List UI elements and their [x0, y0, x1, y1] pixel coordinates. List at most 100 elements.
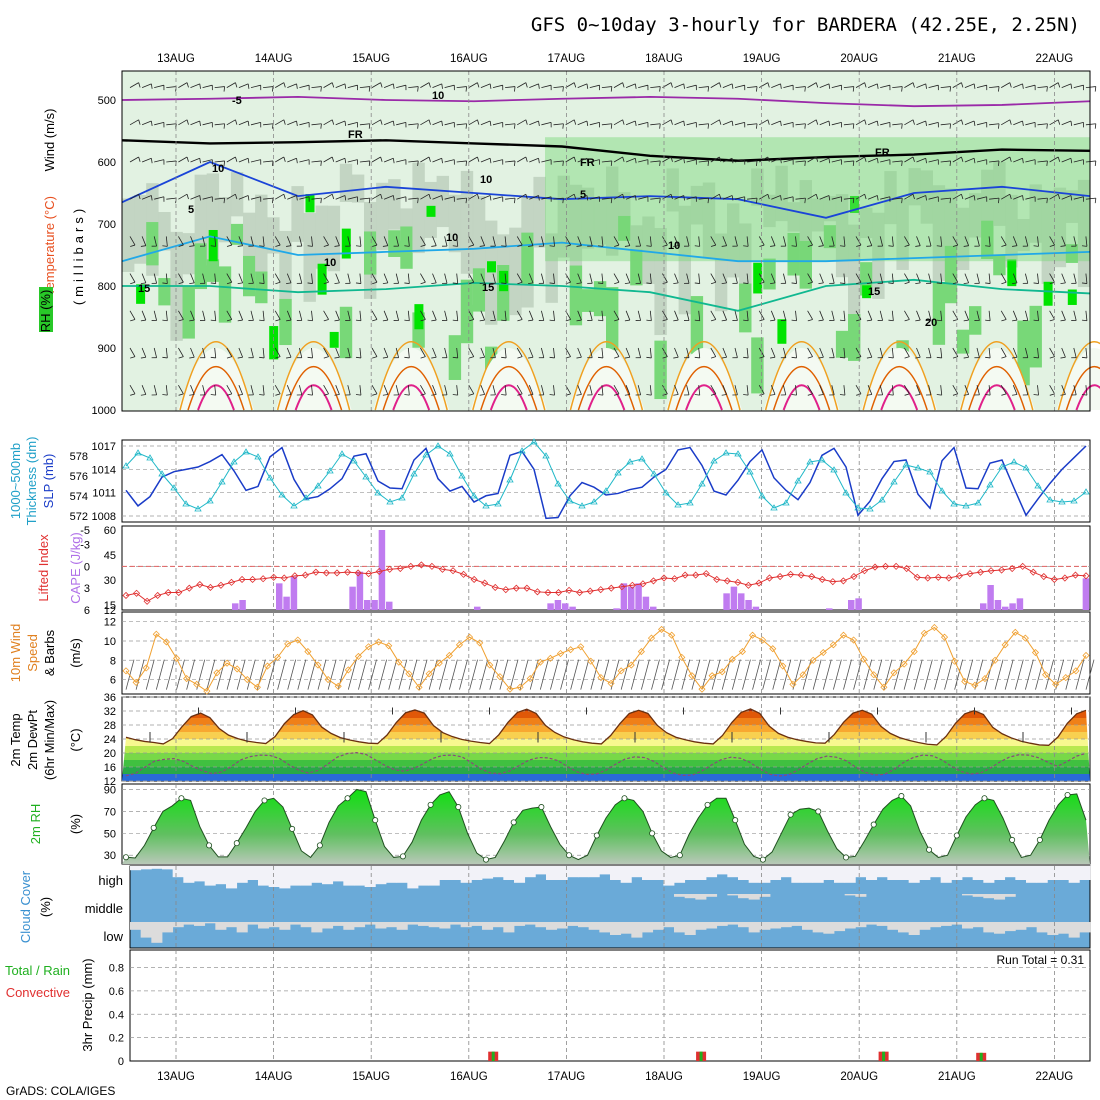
li-point [122, 591, 130, 600]
wind-barb [686, 273, 690, 284]
cloud-gap [962, 894, 974, 896]
wind10m-point [405, 670, 413, 678]
wind-barb [516, 310, 523, 320]
rh-point [150, 824, 157, 831]
wind-barb [323, 82, 333, 88]
wind-barb-flag [477, 119, 480, 125]
wind-barb-flag [1081, 394, 1087, 396]
wind-barb-flag [576, 319, 582, 322]
wind-barb-flag [610, 86, 613, 92]
precip-panel: 00.20.40.60.8 Run Total = 0.31 Total / R… [5, 949, 1091, 1068]
cloud-gap [172, 922, 184, 928]
wind-barb [359, 236, 362, 247]
wind-barb [770, 385, 776, 395]
rh-point [870, 821, 877, 828]
wind-barb-flag [1049, 393, 1055, 396]
temp-band [122, 753, 1090, 760]
wind-barb [601, 385, 604, 396]
cloud-gap [994, 894, 1006, 900]
wind-barb-flag [1022, 158, 1024, 164]
wind-barb [154, 159, 164, 163]
wind-barb-flag [864, 194, 867, 200]
wind10m-barb [772, 659, 782, 690]
date-bottom-16AUG: 16AUG [450, 1071, 488, 1083]
wind-barb [976, 84, 987, 88]
wind-barb-flag [210, 282, 216, 284]
wind-barb [262, 236, 265, 247]
cloud-gap [503, 922, 515, 933]
date-bottom-14AUG: 14AUG [255, 1071, 293, 1083]
rh-band-green [993, 255, 1006, 276]
wind-barb [807, 82, 817, 88]
wind-barb-flag [952, 356, 958, 359]
rh-point [1009, 836, 1016, 843]
wind-barb-flag [489, 83, 492, 89]
precip-bars [488, 1051, 987, 1061]
li-point [322, 569, 331, 577]
wind10m-point [152, 630, 160, 638]
cloud-gap [567, 922, 579, 926]
tick-label: 16 [104, 762, 116, 774]
thickness-point [458, 472, 466, 479]
wind-barb [674, 273, 679, 284]
wind10m-barb [792, 659, 802, 690]
wind-barb [638, 121, 648, 126]
wind-barb [867, 195, 878, 200]
wind-barb [553, 273, 555, 284]
thickness-point [1034, 482, 1042, 489]
thickness-point [518, 447, 526, 454]
thickness-point [194, 505, 202, 512]
wind-barb [843, 273, 846, 284]
wind-barb-flag [517, 393, 523, 396]
cloud-gap [610, 922, 622, 935]
wind-barb [734, 196, 745, 200]
wind-barb-flag [985, 394, 991, 396]
thickness-point [914, 464, 922, 471]
wind10m-barb [267, 659, 276, 690]
wind-axis-label: Wind (m/s) [42, 109, 57, 172]
wind-barb-flag [901, 198, 903, 204]
li-point [523, 584, 531, 592]
cloud-gap [567, 866, 579, 878]
tick-label: 70 [104, 806, 116, 818]
wind-barb-flag [368, 123, 371, 129]
thickness-point [722, 449, 730, 456]
wind-barb [880, 121, 890, 126]
cloud-gap [866, 866, 878, 880]
thickness-point [746, 468, 754, 475]
wind-barb-flag [130, 319, 136, 322]
wind-barb-flag [1060, 282, 1066, 285]
wind-barb-flag [707, 86, 710, 92]
wind-barb [940, 123, 951, 126]
li-point [607, 584, 615, 592]
wind10m-barb [216, 659, 226, 690]
wind10m-point [607, 679, 615, 687]
wind-barb-flag [368, 198, 371, 204]
wind10m-point [627, 661, 635, 669]
wind-barb-flag [501, 394, 507, 396]
wind-barb [650, 86, 661, 88]
wind-barb [577, 157, 588, 163]
thickness-point [614, 469, 622, 476]
wind-barb-flag [1060, 245, 1066, 247]
wind-barb-flag [272, 198, 274, 204]
cape-bar [642, 596, 650, 610]
wind-barb-flag [334, 245, 340, 247]
wind-barb [904, 347, 910, 357]
wind10m-point [476, 639, 484, 647]
wind-barb [347, 236, 351, 247]
wind-barb [783, 121, 794, 126]
wind-barb [710, 273, 717, 283]
cape-bar [364, 600, 371, 610]
li-point [734, 578, 742, 586]
wind10m-point [940, 633, 949, 641]
rh-band-bright [269, 326, 279, 360]
cape-bar [650, 606, 657, 610]
cloud-gap [674, 866, 686, 883]
wind-barb [855, 236, 862, 246]
wind-barb-flag [961, 119, 964, 125]
thickness-point [1070, 497, 1078, 504]
wind-barb-flag [662, 319, 668, 322]
wind-barb-flag [489, 158, 492, 164]
li-point [343, 568, 352, 576]
